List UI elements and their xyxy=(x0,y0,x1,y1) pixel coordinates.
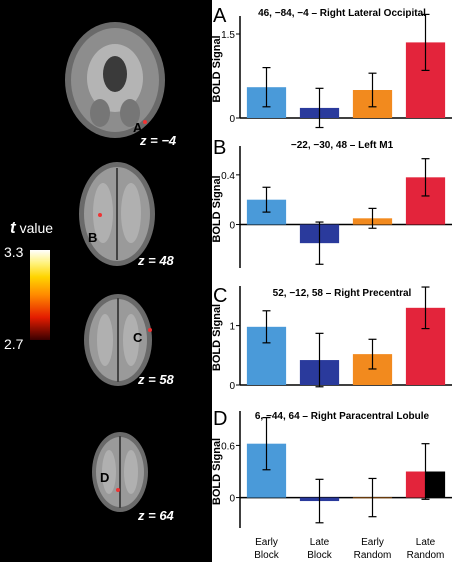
y-tick-label: 1.5 xyxy=(221,30,235,41)
y-tick-label: 0.4 xyxy=(221,171,235,182)
y-tick-label: 0 xyxy=(229,114,235,125)
x-tick-label: Block xyxy=(307,550,332,561)
chart-title: 46, −84, −4 – Right Lateral Occipital xyxy=(258,8,426,19)
bold-signal-charts: A 46, −84, −4 – Right Lateral Occipital BO… xyxy=(212,5,452,561)
z-label-d: z = 64 xyxy=(138,508,174,523)
panel-letter-a: A xyxy=(213,5,227,27)
x-tick-label: Early xyxy=(255,537,278,548)
brain-slice-c-image xyxy=(84,294,152,386)
x-tick-label: Late xyxy=(310,537,330,548)
panel-letter-b: B xyxy=(213,137,226,159)
brain-slices-panel: A z = −4 B z = 48 C z = 58 xyxy=(0,0,212,562)
colorbar-word: value xyxy=(19,220,54,236)
brain-slice-b xyxy=(75,158,159,275)
y-axis-label: BOLD Signal xyxy=(212,304,223,371)
bar-late-random xyxy=(405,471,426,498)
panel-letter-c: C xyxy=(213,285,227,307)
x-tick-label: Early xyxy=(361,537,384,548)
chart-title: 52, −12, 58 – Right Precentral xyxy=(273,288,412,299)
roi-letter-d: D xyxy=(100,470,110,485)
y-tick-label: 0 xyxy=(229,494,235,505)
colorbar-title: t value xyxy=(10,218,53,238)
brain-slice-d-image xyxy=(92,432,148,512)
z-label-a: z = −4 xyxy=(140,133,177,148)
x-tick-label: Random xyxy=(407,550,445,561)
y-axis-label: BOLD Signal xyxy=(212,35,223,102)
brain-slice-a-image xyxy=(65,22,165,138)
x-tick-label: Random xyxy=(354,550,392,561)
z-label-b: z = 48 xyxy=(138,253,174,268)
bar-late-random-alt xyxy=(425,471,446,498)
colorbar-symbol: t xyxy=(10,218,16,237)
colorbar-max: 3.3 xyxy=(4,244,24,260)
y-tick-label: 0 xyxy=(229,221,235,232)
roi-letter-c: C xyxy=(133,330,143,345)
brain-slice-d xyxy=(88,428,152,521)
brain-slice-a xyxy=(60,18,170,145)
chart-title: −22, −30, 48 – Left M1 xyxy=(291,140,394,151)
chart-title: 6, −44, 64 – Right Paracentral Lobule xyxy=(255,411,430,422)
colorbar xyxy=(30,250,50,340)
z-label-c: z = 58 xyxy=(138,372,174,387)
y-axis-label: BOLD Signal xyxy=(212,175,223,242)
x-tick-label: Late xyxy=(416,537,436,548)
roi-letter-a: A xyxy=(133,120,143,135)
colorbar-min: 2.7 xyxy=(4,336,24,352)
y-tick-label: 0.6 xyxy=(221,441,235,452)
brain-slice-b-image xyxy=(79,162,155,266)
y-axis-label: BOLD Signal xyxy=(212,438,223,505)
panel-letter-d: D xyxy=(213,408,227,430)
brain-slice-c xyxy=(80,290,156,395)
y-tick-label: 0 xyxy=(229,381,235,392)
roi-letter-b: B xyxy=(88,230,98,245)
y-tick-label: 1 xyxy=(229,322,235,333)
x-tick-label: Block xyxy=(254,550,279,561)
